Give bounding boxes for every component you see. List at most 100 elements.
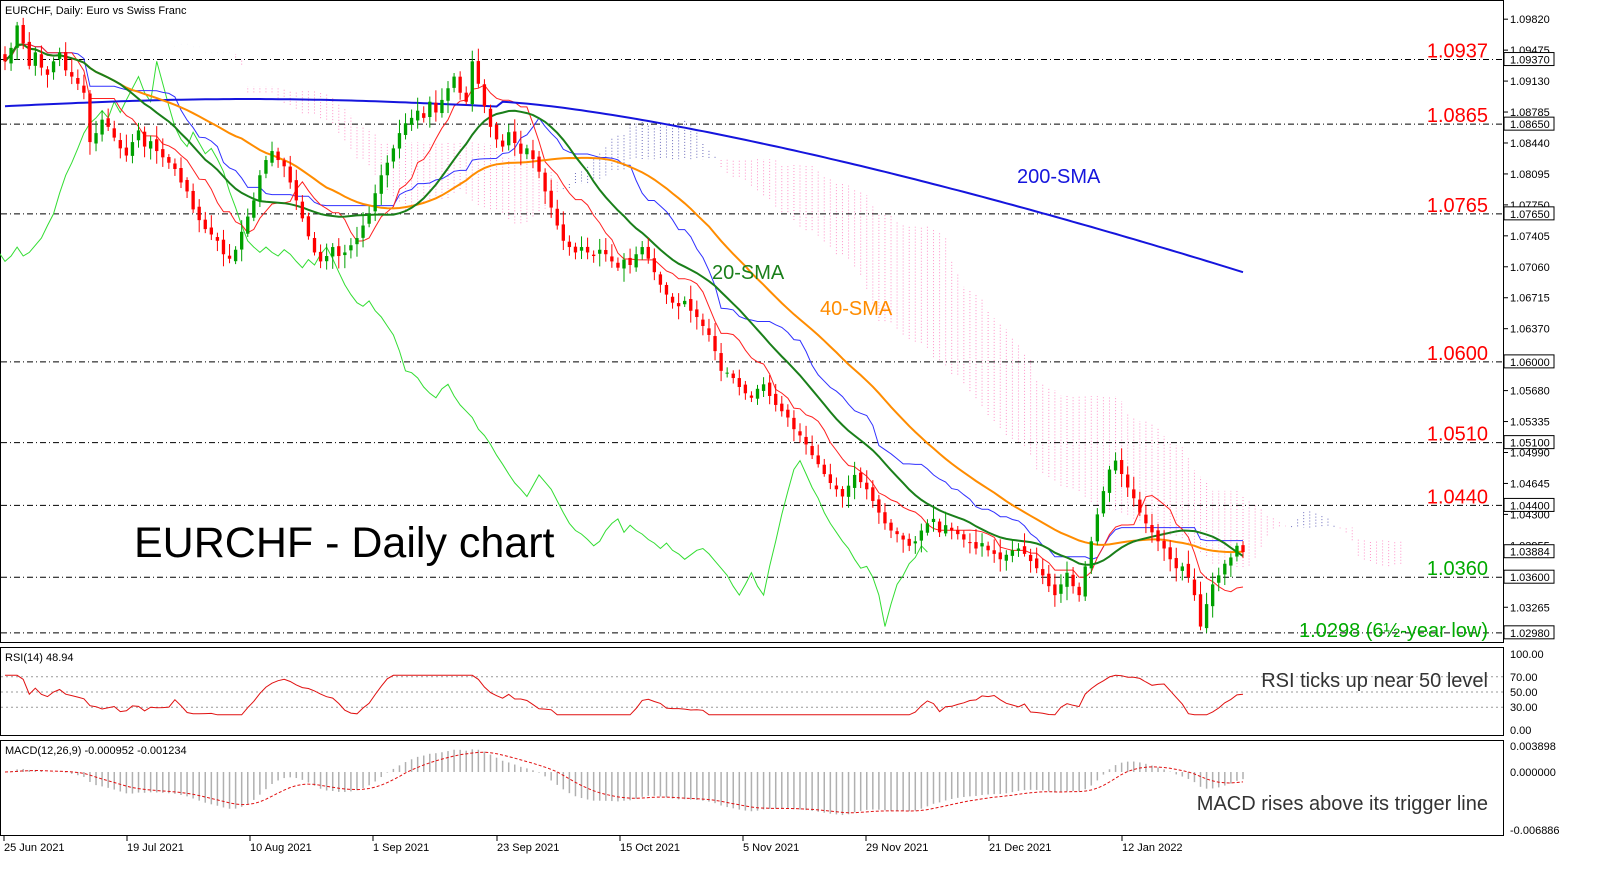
sma200-label: 200-SMA [1017, 166, 1101, 188]
rsi-note: RSI ticks up near 50 level [1261, 670, 1488, 692]
candle-body [1077, 586, 1081, 596]
macd-tick-label: -0.006886 [1510, 825, 1560, 837]
price-tag-box [1503, 435, 1555, 450]
candle-body [1059, 584, 1063, 594]
candle-body [616, 262, 620, 268]
candle-body [507, 132, 511, 146]
candle-body [209, 227, 214, 235]
candle-body [598, 249, 602, 254]
candle-body [1223, 563, 1227, 575]
candle-body [1089, 541, 1093, 569]
price-tick-label: 1.09820 [1510, 14, 1550, 26]
big-chart-title: EURCHF - Daily chart [134, 519, 555, 567]
price-tick-label: 1.05680 [1510, 386, 1550, 398]
candle-body [282, 160, 286, 167]
candle-body [689, 299, 693, 311]
level-label: 1.0937 [1427, 41, 1488, 63]
candle-body [142, 131, 147, 147]
candle-body [731, 373, 735, 379]
level-label: 1.0440 [1427, 486, 1488, 508]
candle-body [39, 54, 44, 68]
price-tag-box [1503, 52, 1555, 67]
candle-body [318, 251, 323, 262]
candle-body [774, 393, 778, 405]
candle-body [246, 216, 250, 234]
candle-body [136, 130, 141, 141]
candle-body [252, 200, 256, 218]
candle-body [1198, 594, 1203, 627]
candle-body [1034, 558, 1039, 569]
price-tag-box [1503, 569, 1555, 584]
candle-body [755, 388, 760, 399]
level-label: 1.0360 [1427, 558, 1488, 580]
candle-body [634, 254, 638, 268]
candle-body [1126, 474, 1130, 488]
price-tag-box [1503, 354, 1555, 369]
price-tag-label: 1.08650 [1510, 119, 1550, 131]
candle-body [804, 436, 808, 445]
macd-tick-label: 0.000000 [1510, 767, 1556, 779]
price-tag-label: 1.07650 [1510, 209, 1550, 221]
date-tick-label: 25 Jun 2021 [4, 842, 65, 854]
price-tick-label: 1.06715 [1510, 293, 1550, 305]
candle-body [1186, 563, 1191, 578]
tenkan-line [4, 43, 1244, 593]
date-tick-label: 23 Sep 2021 [497, 842, 559, 854]
main-panel-frame [0, 0, 1504, 643]
price-tick-label: 1.05335 [1510, 417, 1550, 429]
candle-body [531, 150, 535, 160]
candle-body [913, 541, 917, 544]
price-tag-label: 1.09370 [1510, 55, 1550, 67]
sma200-line [4, 98, 1244, 274]
candle-body [391, 148, 396, 162]
macd-signal-line [4, 751, 1244, 814]
candle-body [1168, 547, 1172, 560]
candle-body [294, 180, 298, 201]
price-tick-label: 1.07060 [1510, 262, 1550, 274]
candle-body [70, 72, 74, 77]
candle-body [846, 485, 851, 497]
candle-body [476, 61, 481, 84]
date-tick-label: 10 Aug 2021 [250, 842, 312, 854]
rsi-tick-label: 30.00 [1510, 702, 1538, 714]
candle-body [155, 139, 159, 152]
rsi-tick-label: 0.00 [1510, 725, 1531, 737]
candle-body [21, 24, 25, 44]
rsi-tick-label: 70.00 [1510, 672, 1538, 684]
candle-body [901, 535, 905, 540]
candle-body [288, 166, 292, 183]
candle-body [1010, 550, 1015, 556]
candle-body [610, 256, 614, 262]
candle-body [306, 216, 311, 237]
candle-body [1229, 557, 1233, 566]
candle-body [1053, 584, 1057, 596]
candle-body [683, 300, 687, 305]
candle-body [676, 303, 681, 307]
candle-body [500, 140, 505, 147]
candle-body [761, 384, 766, 391]
date-tick-label: 21 Dec 2021 [989, 842, 1051, 854]
candle-body [1119, 460, 1124, 475]
candle-body [148, 141, 153, 149]
candle-body [992, 550, 996, 554]
price-tick-label: 1.08785 [1510, 107, 1550, 119]
candle-body [3, 54, 7, 62]
date-tick-label: 12 Jan 2022 [1122, 842, 1183, 854]
rsi-panel-frame [0, 647, 1504, 736]
level-label: 1.0865 [1427, 105, 1488, 127]
candle-body [1241, 545, 1245, 553]
candle-body [525, 148, 529, 155]
candle-body [470, 61, 474, 105]
candle-body [962, 534, 966, 540]
price-tags: 1.09370 1.08650 1.07650 1.06000 1.05100 1.044… [1503, 52, 1555, 640]
rsi-title: RSI(14) 48.94 [5, 652, 73, 664]
price-tag-box [1503, 116, 1555, 131]
candle-body [925, 523, 930, 533]
candle-body [895, 531, 899, 535]
price-tag-box [1503, 206, 1555, 221]
date-axis: 25 Jun 2021 19 Jul 2021 10 Aug 2021 1 Sep 2… [3, 836, 1183, 854]
candle-body [1192, 579, 1197, 596]
rsi-tick-label: 100.00 [1510, 649, 1544, 661]
candle-body [816, 455, 820, 465]
